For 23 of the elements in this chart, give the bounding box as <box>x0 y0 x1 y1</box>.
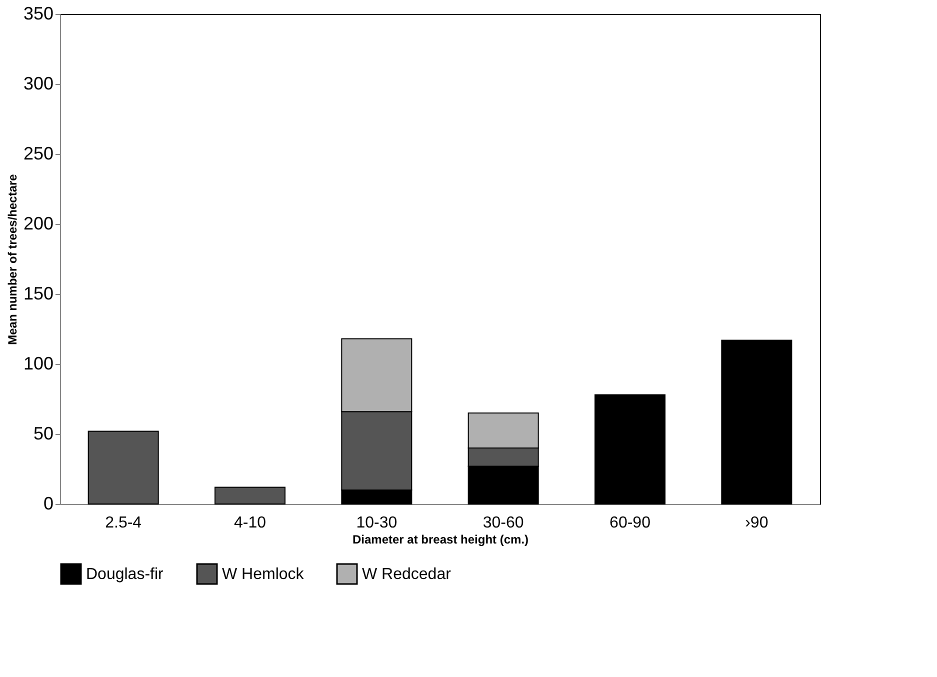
y-tick-label: 150 <box>23 284 54 304</box>
y-axis-title: Mean number of trees/hectare <box>5 174 20 345</box>
y-tick-label: 0 <box>43 494 54 514</box>
x-tick-label: 10-30 <box>356 514 398 532</box>
y-tick-label: 300 <box>23 74 54 94</box>
bar <box>721 340 792 504</box>
x-tick-label: 30-60 <box>482 514 524 532</box>
y-tick-label: 100 <box>23 354 54 374</box>
bar <box>88 430 159 504</box>
y-tick-label: 200 <box>23 214 54 234</box>
legend-label: Douglas-fir <box>86 566 164 583</box>
y-tick-label: 350 <box>23 4 54 24</box>
y-tick-label: 250 <box>23 144 54 164</box>
x-tick-label: 2.5-4 <box>105 514 142 532</box>
y-tick-label: 50 <box>33 424 54 444</box>
x-tick-label: 4-10 <box>234 514 266 532</box>
legend-label: W Redcedar <box>362 566 452 583</box>
bar <box>214 486 286 504</box>
x-axis-title: Diameter at breast height (cm.) <box>352 532 529 546</box>
x-tick-label: ›90 <box>745 514 768 532</box>
bar <box>594 394 666 504</box>
x-tick-label: 60-90 <box>610 514 651 532</box>
legend-label: W Hemlock <box>222 566 305 583</box>
